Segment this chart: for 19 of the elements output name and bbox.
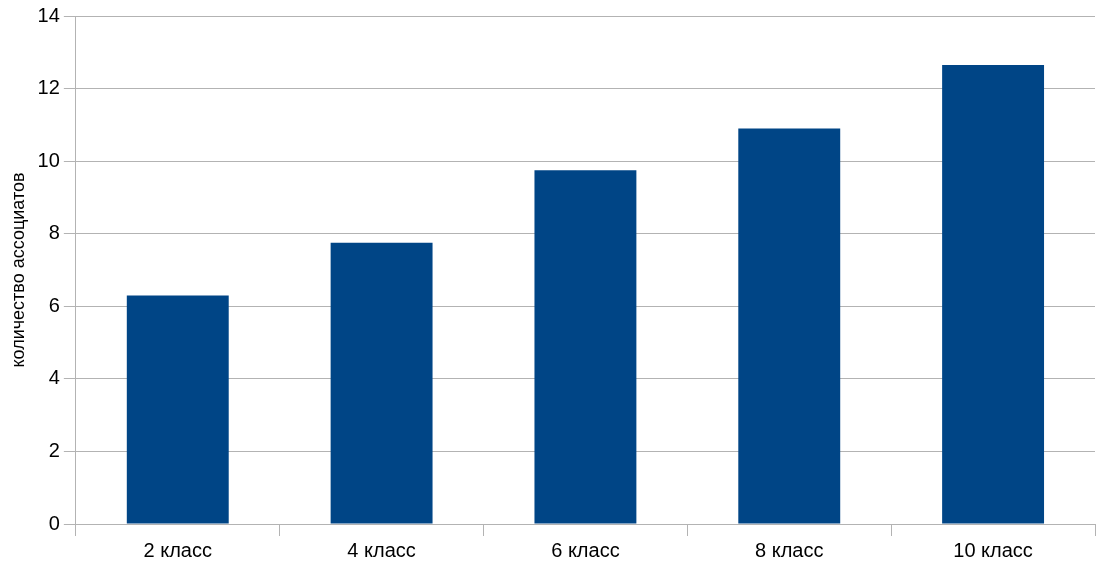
x-tick-label: 8 класс xyxy=(755,538,824,561)
bar xyxy=(330,242,433,524)
bar xyxy=(126,295,229,524)
bar xyxy=(534,170,637,524)
x-tick-label: 6 класс xyxy=(551,538,620,561)
y-tick-label: 14 xyxy=(37,3,60,26)
x-tick-label: 10 класс xyxy=(953,538,1033,561)
y-tick-label: 6 xyxy=(48,293,60,316)
x-tick-label: 2 класс xyxy=(143,538,212,561)
bar xyxy=(738,128,841,524)
y-tick-label: 10 xyxy=(37,148,60,171)
y-tick-label: 2 xyxy=(48,438,60,461)
y-tick-label: 12 xyxy=(37,76,60,99)
y-tick-label: 0 xyxy=(48,511,60,534)
bar xyxy=(942,64,1045,524)
x-tick-label: 4 класс xyxy=(347,538,416,561)
y-axis-title: количество ассоциатов xyxy=(7,172,28,368)
y-tick-label: 8 xyxy=(48,221,60,244)
y-tick-label: 4 xyxy=(48,366,60,389)
